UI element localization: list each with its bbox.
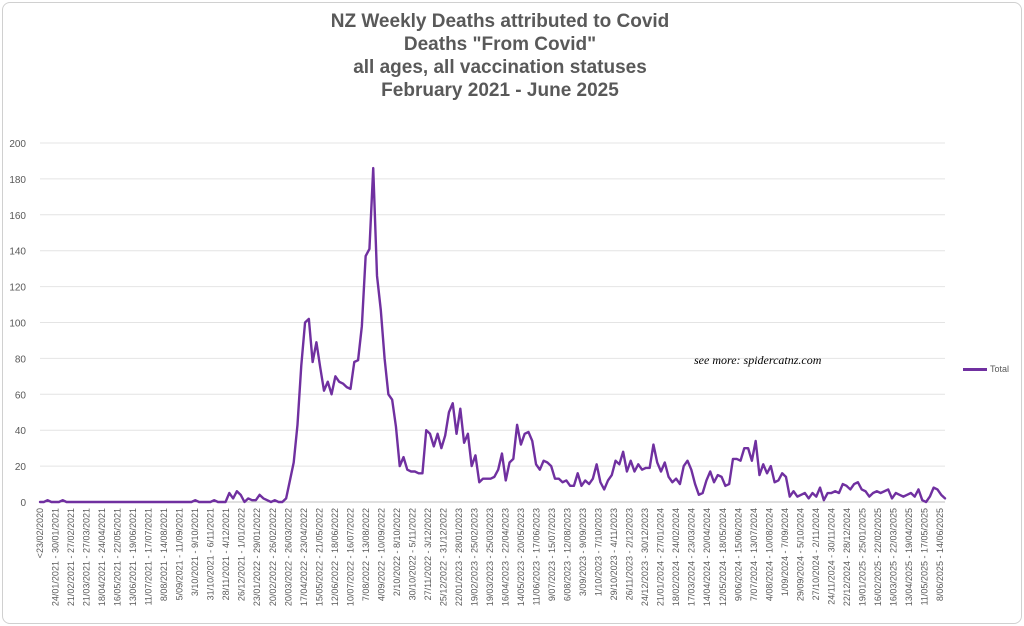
chart-title-line-1: NZ Weekly Deaths attributed to Covid	[330, 11, 670, 32]
x-tick-label: 31/10/2021 - 6/11/2021	[206, 508, 216, 600]
x-tick-label: 22/12/2024 - 28/12/2024	[842, 508, 852, 606]
x-tick-label: 29/09/2024 - 5/10/2024	[795, 508, 805, 601]
x-tick-label: <23/02/2020	[35, 508, 45, 558]
x-tick-label: 23/01/2022 - 29/01/2022	[252, 508, 262, 606]
x-tick-label: 27/11/2022 - 3/12/2022	[423, 508, 433, 600]
x-tick-label: 5/09/2021 - 11/09/2021	[175, 508, 185, 600]
x-tick-label: 24/12/2023 - 30/12/2023	[640, 508, 650, 606]
x-tick-label: 15/05/2022 - 21/05/2022	[314, 508, 324, 606]
y-tick-label: 0	[20, 498, 26, 509]
x-tick-label: 24/11/2024 - 30/11/2024	[826, 508, 836, 605]
x-tick-label: 6/08/2023 - 12/08/2023	[563, 508, 573, 601]
x-tick-label: 29/10/2023 - 4/11/2023	[609, 508, 619, 600]
x-tick-label: 10/07/2022 - 16/07/2022	[345, 508, 355, 606]
y-tick-label: 100	[9, 319, 26, 330]
y-tick-label: 20	[15, 462, 27, 473]
legend: Total	[963, 364, 1009, 374]
x-tick-label: 8/06/2025 - 14/06/2025	[935, 508, 945, 601]
x-tick-label: 14/05/2023 - 20/05/2023	[516, 508, 526, 606]
x-tick-label: 12/06/2022 - 18/06/2022	[330, 508, 340, 606]
x-tick-label: 27/10/2024 - 2/11/2024	[811, 508, 821, 600]
x-tick-label: 18/04/2021 - 24/04/2021	[97, 508, 107, 606]
x-tick-label: 17/03/2024 - 23/03/2024	[687, 508, 697, 606]
series-line-total	[38, 166, 947, 504]
y-tick-label: 180	[9, 175, 26, 186]
x-tick-label: 14/04/2024 - 20/04/2024	[702, 508, 712, 606]
x-tick-label: 13/04/2025 - 19/04/2025	[904, 508, 914, 606]
legend-swatch	[963, 367, 987, 371]
x-tick-label: 7/07/2024 - 13/07/2024	[749, 508, 759, 601]
y-tick-label: 60	[15, 390, 27, 401]
y-tick-label: 40	[15, 426, 27, 437]
x-tick-label: 21/01/2024 - 27/01/2024	[656, 508, 666, 606]
x-tick-label: 16/03/2025 - 22/03/2025	[888, 508, 898, 606]
chart-title-line-2: Deaths "From Covid"	[403, 34, 597, 55]
x-tick-label: 19/01/2025 - 25/01/2025	[857, 508, 867, 606]
x-tick-label: 30/10/2022 - 5/11/2022	[407, 508, 417, 600]
x-tick-label: 9/06/2024 - 15/06/2024	[733, 508, 743, 601]
x-tick-label: 19/03/2023 - 25/03/2023	[485, 508, 495, 606]
x-tick-label: 1/10/2023 - 7/10/2023	[594, 508, 604, 596]
x-tick-label: 18/02/2024 - 24/02/2024	[671, 508, 681, 606]
x-tick-label: 4/09/2022 - 10/09/2022	[376, 508, 386, 601]
x-tick-label: 11/05/2025 - 17/05/2025	[919, 508, 929, 605]
x-tick-label: 1/09/2024 - 7/09/2024	[780, 508, 790, 596]
x-tick-label: 4/08/2024 - 10/08/2024	[764, 508, 774, 601]
x-tick-label: 24/01/2021 - 30/01/2021	[51, 508, 61, 606]
x-tick-label: 26/12/2021 - 1/01/2022	[237, 508, 247, 601]
x-tick-label: 20/03/2022 - 26/03/2022	[283, 508, 293, 606]
y-tick-label: 140	[9, 247, 26, 258]
source-annotation: see more: spidercatnz.com	[694, 353, 822, 367]
x-tick-label: 11/07/2021 - 17/07/2021	[144, 508, 154, 605]
x-tick-label: 20/02/2022 - 26/02/2022	[268, 508, 278, 606]
x-tick-label: 13/06/2021 - 19/06/2021	[128, 508, 138, 606]
chart-title-line-3: all ages, all vaccination statuses	[353, 57, 647, 78]
x-tick-label: 25/12/2022 - 31/12/2022	[438, 508, 448, 606]
x-tick-label: 28/11/2021 - 4/12/2021	[221, 508, 231, 600]
x-tick-label: 22/01/2023 - 28/01/2023	[454, 508, 464, 606]
x-tick-label: 3/09/2023 - 9/09/2023	[578, 508, 588, 596]
x-tick-label: 11/06/2023 - 17/06/2023	[532, 508, 542, 605]
legend-label: Total	[990, 364, 1010, 374]
x-tick-label: 21/03/2021 - 27/03/2021	[82, 508, 92, 606]
x-tick-label: 16/02/2025 - 22/02/2025	[873, 508, 883, 606]
y-tick-label: 120	[9, 283, 26, 294]
x-tick-label: 2/10/2022 - 8/10/2022	[392, 508, 402, 596]
x-tick-label: 7/08/2022 - 13/08/2022	[361, 508, 371, 601]
y-tick-label: 200	[9, 139, 26, 150]
x-tick-label: 9/07/2023 - 15/07/2023	[547, 508, 557, 601]
x-tick-label: 19/02/2023 - 25/02/2023	[469, 508, 479, 606]
x-tick-label: 3/10/2021 - 9/10/2021	[190, 508, 200, 596]
y-tick-label: 80	[15, 354, 27, 365]
x-tick-label: 17/04/2022 - 23/04/2022	[299, 508, 309, 606]
y-tick-label: 160	[9, 211, 26, 222]
x-tick-label: 26/11/2023 - 2/12/2023	[625, 508, 635, 600]
x-tick-label: 21/02/2021 - 27/02/2021	[66, 508, 76, 606]
x-tick-label: 16/04/2023 - 22/04/2023	[501, 508, 511, 606]
x-tick-label: 8/08/2021 - 14/08/2021	[159, 508, 169, 601]
chart-title: NZ Weekly Deaths attributed to Covid Dea…	[0, 10, 1000, 102]
x-tick-label: 16/05/2021 - 22/05/2021	[113, 508, 123, 606]
chart-title-line-4: February 2021 - June 2025	[381, 80, 619, 101]
x-tick-label: 12/05/2024 - 18/05/2024	[718, 508, 728, 606]
